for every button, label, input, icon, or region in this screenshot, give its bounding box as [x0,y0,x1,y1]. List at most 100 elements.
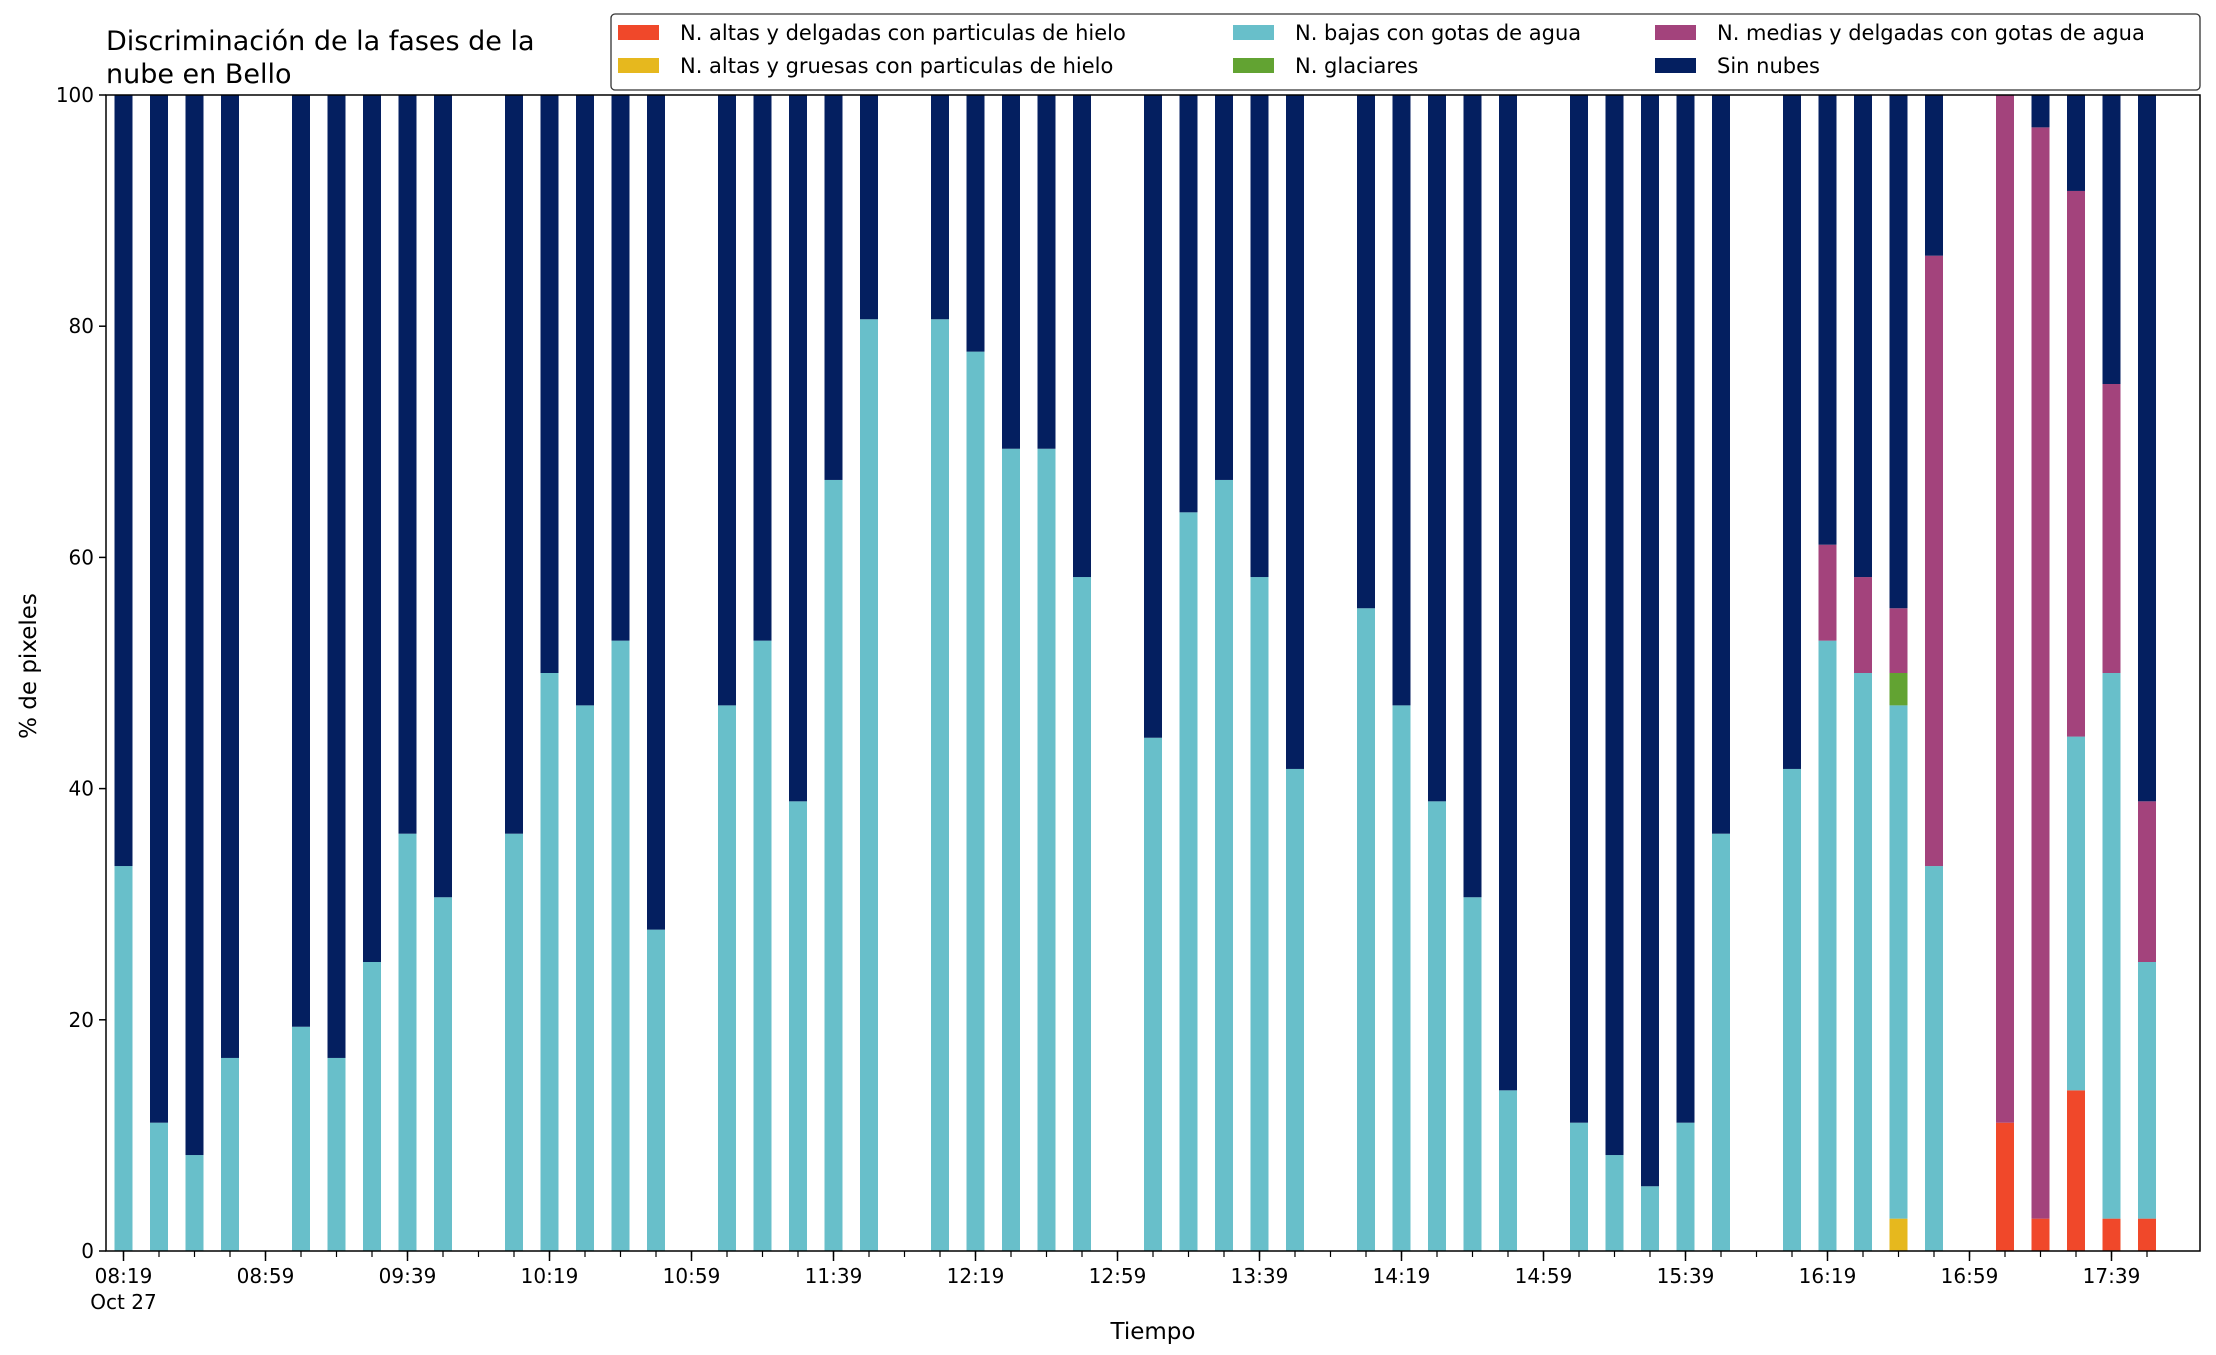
bar-segment-s2-5 [292,1026,310,1251]
bar-segment-s4-54 [2031,127,2050,1219]
bar-segment-s5-8 [398,95,417,834]
bar-segment-s2-27 [1073,577,1091,1251]
bar-segment-s5-33 [1286,95,1304,769]
bar-segment-s2-57 [2138,962,2156,1219]
bar-segment-s5-54 [2031,95,2050,128]
x-tick-label-2: 09:39 [379,1264,437,1288]
bar-segment-s2-12 [540,673,559,1251]
bar-segment-s5-6 [327,95,346,1058]
bar-segment-s5-3 [221,95,239,1058]
bar-segment-s5-41 [1570,95,1588,1123]
bar-segment-s5-56 [2102,95,2121,384]
bar-segment-s5-0 [114,95,133,867]
legend-label-2: N. bajas con gotas de agua [1295,21,1581,45]
bar-segment-s5-38 [1463,95,1482,898]
legend-label-1: N. altas y gruesas con particulas de hie… [680,54,1113,78]
bar-segment-s2-9 [434,897,452,1251]
bar-segment-s2-37 [1428,801,1446,1251]
legend-swatch-3 [1233,58,1274,73]
legend-label-3: N. glaciares [1295,54,1418,78]
bar-segment-s5-37 [1428,95,1446,802]
bar-segment-s2-42 [1605,1155,1624,1251]
legend-swatch-4 [1655,25,1696,40]
bar-segment-s2-8 [398,833,417,1251]
y-axis-label: % de pixeles [16,593,42,739]
legend: N. altas y delgadas con particulas de hi… [610,13,2201,91]
bar-segment-s5-51 [1925,95,1943,256]
bar-segment-s2-31 [1215,479,1233,1251]
y-tick-label-4: 80 [69,314,94,338]
bar-segment-s5-57 [2138,95,2156,802]
bar-segment-s2-2 [185,1155,204,1251]
bar-segment-s2-23 [931,319,949,1251]
legend-label-0: N. altas y delgadas con particulas de hi… [680,21,1126,45]
bar-segment-s5-49 [1854,95,1872,578]
y-tick-label-0: 0 [81,1239,94,1263]
bar-segment-s2-6 [327,1057,346,1251]
bar-segment-s5-42 [1605,95,1624,1156]
y-tick-label-2: 40 [69,777,94,801]
bar-segment-s4-56 [2102,384,2121,673]
bar-segment-s5-15 [647,95,665,930]
x-tick-label-8: 13:39 [1231,1264,1289,1288]
bar-segment-s5-24 [966,95,985,352]
bar-segment-s5-35 [1357,95,1375,609]
bar-segment-s2-48 [1818,640,1837,1251]
y-tick-label-3: 60 [69,545,94,569]
y-tick-label-1: 20 [69,1008,94,1032]
bar-segment-s2-11 [505,833,523,1251]
x-tick-label-5: 11:39 [805,1264,863,1288]
bar-segment-s0-56 [2102,1218,2121,1251]
bar-segment-s2-41 [1570,1122,1588,1251]
legend-box [610,13,2201,91]
bar-segment-s1-50 [1889,1218,1908,1251]
y-tick-label-5: 100 [56,83,94,107]
bar-segment-s2-45 [1712,833,1730,1251]
bar-segment-s2-14 [611,640,630,1251]
bar-segment-s2-1 [150,1122,168,1251]
bar-segment-s5-13 [576,95,594,706]
bar-segment-s3-50 [1889,673,1908,706]
bar-segment-s4-50 [1889,608,1908,673]
bar-segment-s2-50 [1889,705,1908,1219]
bar-segment-s5-14 [611,95,630,641]
bar-segment-s5-55 [2067,95,2085,191]
x-tick-label-11: 15:39 [1657,1264,1715,1288]
bar-segment-s2-26 [1037,448,1056,1251]
bar-segment-s5-30 [1179,95,1198,513]
bar-segment-s4-48 [1818,544,1837,641]
bar-segment-s2-39 [1499,1090,1517,1251]
bar-segment-s2-18 [753,640,772,1251]
bar-segment-s2-33 [1286,768,1304,1251]
x-axis-label: Tiempo [1110,1319,1196,1345]
bar-segment-s5-26 [1037,95,1056,449]
bar-segment-s5-18 [753,95,772,641]
bar-segment-s5-29 [1144,95,1162,738]
bar-segment-s4-55 [2067,190,2085,737]
chart-title-line-2: nube en Bello [106,59,292,90]
bar-segment-s5-7 [363,95,381,962]
bar-segment-s2-17 [718,705,736,1251]
bar-segment-s5-2 [185,95,204,1156]
bar-segment-s2-21 [860,319,878,1251]
bar-segment-s5-1 [150,95,168,1123]
bar-segment-s2-38 [1463,897,1482,1251]
bar-segment-s2-0 [114,866,133,1251]
bar-segment-s2-29 [1144,737,1162,1251]
bar-segment-s5-43 [1641,95,1659,1187]
x-tick-label-3: 10:19 [521,1264,579,1288]
bar-segment-s5-45 [1712,95,1730,834]
x-tick-label-7: 12:59 [1089,1264,1147,1288]
bar-segment-s2-20 [824,479,843,1251]
chart-title-line-1: Discriminación de la fases de la [106,26,535,57]
bars-layer [114,95,2156,1251]
bar-segment-s2-35 [1357,608,1375,1251]
x-tick-label-1: 08:59 [237,1264,295,1288]
bar-segment-s0-57 [2138,1218,2156,1251]
bar-segment-s2-3 [221,1057,239,1251]
bar-segment-s5-9 [434,95,452,898]
bar-segment-s4-51 [1925,255,1943,867]
bar-segment-s2-36 [1392,705,1411,1251]
bar-segment-s4-49 [1854,577,1872,673]
